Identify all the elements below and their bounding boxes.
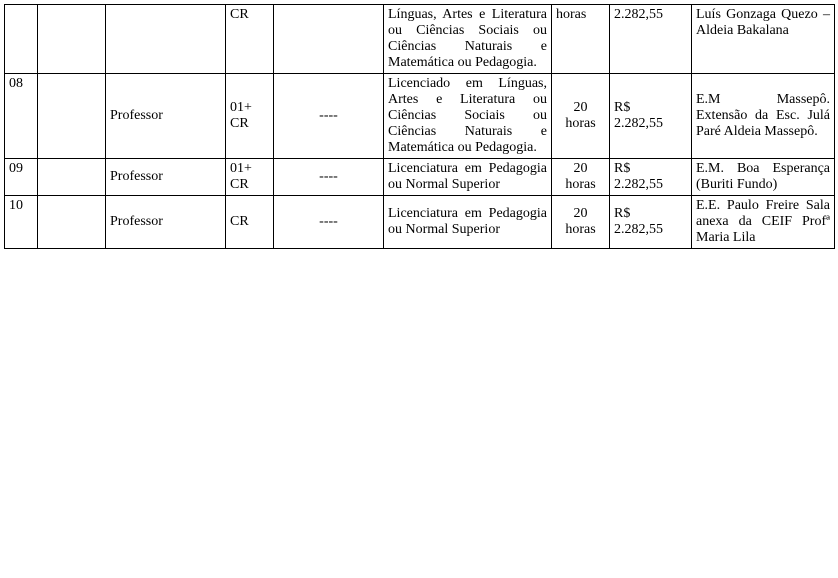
cell-location: Luís Gonzaga Quezo – Aldeia Bakalana [692,5,835,74]
hours-value: 20 [574,206,588,221]
salary-currency: R$ [614,100,630,115]
cell-num [5,5,38,74]
cell-hours: 20 horas [552,196,610,249]
cell-hours: horas [552,5,610,74]
cell-hours: 20 horas [552,74,610,159]
cell-salary: 2.282,55 [610,5,692,74]
table-row: 10 Professor CR ---- Licenciatura em Ped… [5,196,835,249]
cell-dash: ---- [274,159,384,196]
cell-hours: 20 horas [552,159,610,196]
salary-value: 2.282,55 [614,222,663,237]
hours-value: 20 [574,100,588,115]
salary-value: 2.282,55 [614,7,663,22]
table-row: 08 Professor 01+ CR ---- Licenciado em L… [5,74,835,159]
cell-role: Professor [106,159,226,196]
table-row: 09 Professor 01+ CR ---- Licenciatura em… [5,159,835,196]
cell-salary: R$ 2.282,55 [610,196,692,249]
hours-unit: horas [565,116,595,131]
cell-vacancies: 01+ CR [226,74,274,159]
cell-requirements: Línguas, Artes e Literatura ou Ciências … [384,5,552,74]
cell-salary: R$ 2.282,55 [610,74,692,159]
cell-vacancies: CR [226,5,274,74]
cell-dash [274,5,384,74]
cell-dash: ---- [274,196,384,249]
cell-requirements: Licenciatura em Pedagogia ou Normal Supe… [384,159,552,196]
cell-blank [38,5,106,74]
cell-num: 10 [5,196,38,249]
cell-role: Professor [106,196,226,249]
cell-vacancies: 01+ CR [226,159,274,196]
hours-unit: horas [565,222,595,237]
cell-role: Professor [106,74,226,159]
cell-location: E.M Massepô. Extensão da Esc. Julá Paré … [692,74,835,159]
cell-requirements: Licenciado em Línguas, Artes e Literatur… [384,74,552,159]
salary-value: 2.282,55 [614,116,663,131]
cell-requirements: Licenciatura em Pedagogia ou Normal Supe… [384,196,552,249]
cell-blank [38,159,106,196]
cell-blank [38,74,106,159]
cell-dash: ---- [274,74,384,159]
salary-currency: R$ [614,161,630,176]
cell-location: E.E. Paulo Freire Sala anexa da CEIF Pro… [692,196,835,249]
hours-unit: horas [565,177,595,192]
cell-num: 09 [5,159,38,196]
vacancy-table: CR Línguas, Artes e Literatura ou Ciênci… [4,4,835,249]
cell-vacancies: CR [226,196,274,249]
cell-location: E.M. Boa Esperança (Buriti Fundo) [692,159,835,196]
salary-value: 2.282,55 [614,177,663,192]
salary-currency: R$ [614,206,630,221]
hours-value: 20 [574,161,588,176]
cell-blank [38,196,106,249]
cell-role [106,5,226,74]
cell-num: 08 [5,74,38,159]
table-row: CR Línguas, Artes e Literatura ou Ciênci… [5,5,835,74]
hours-value: horas [556,7,586,22]
cell-salary: R$ 2.282,55 [610,159,692,196]
